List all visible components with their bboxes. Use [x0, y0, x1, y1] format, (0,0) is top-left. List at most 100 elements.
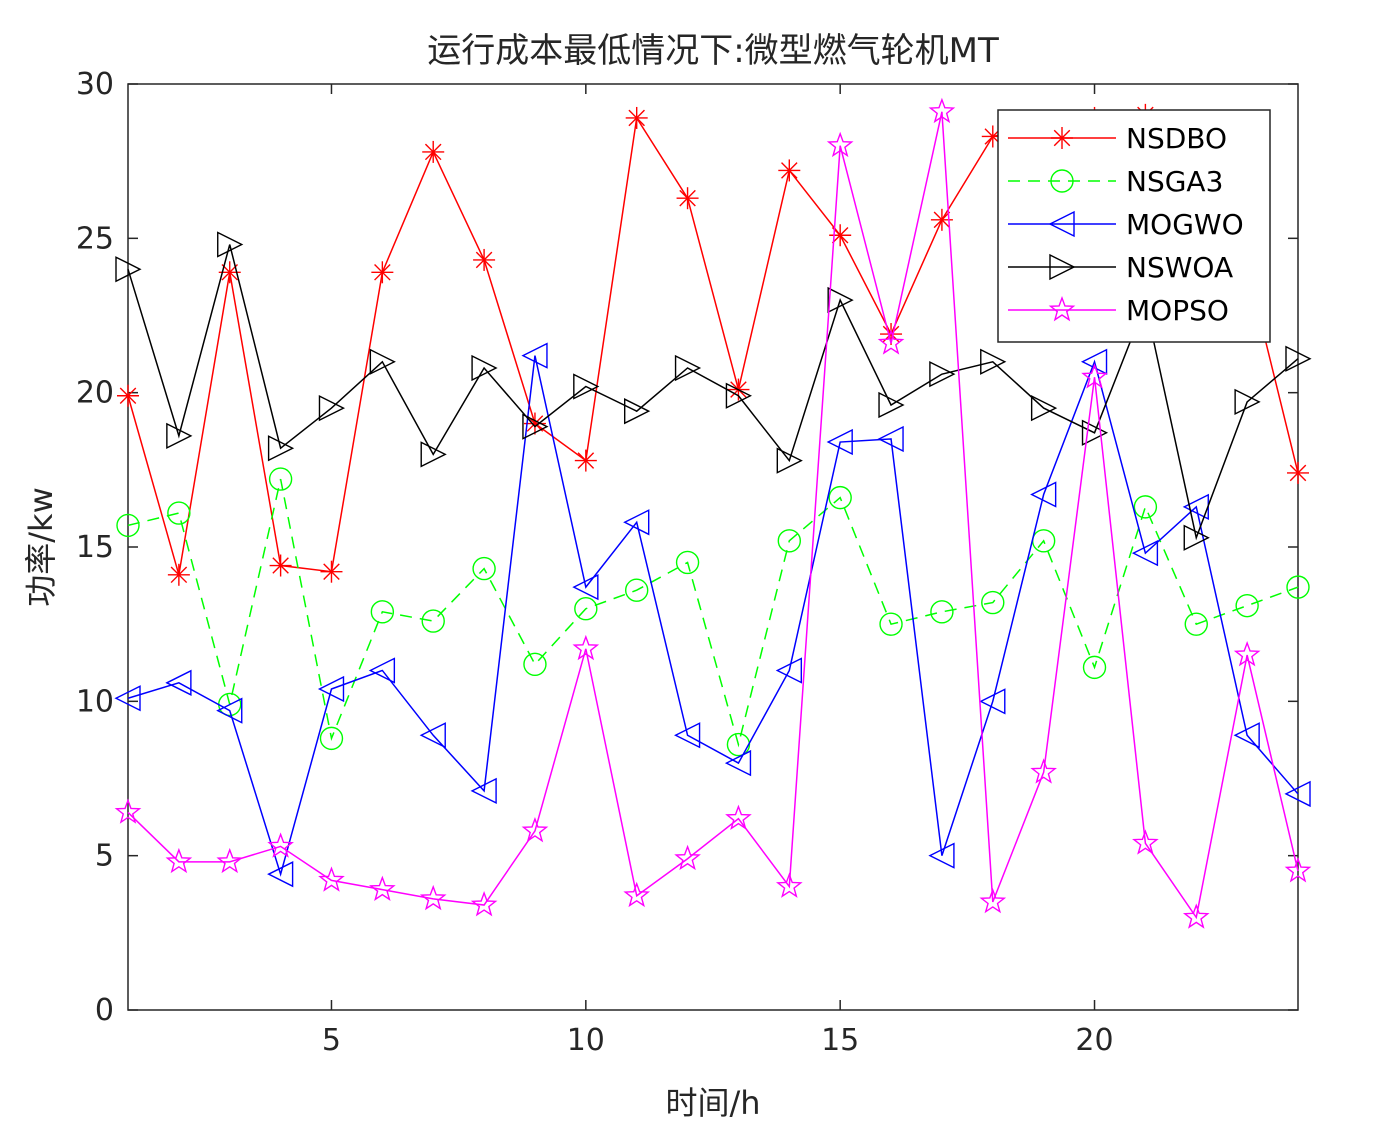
x-tick-label: 20: [1075, 1023, 1113, 1058]
data-point: [573, 373, 600, 400]
data-point: [420, 441, 447, 468]
data-point: [623, 881, 651, 908]
data-point: [1284, 857, 1312, 883]
data-point: [269, 554, 292, 577]
data-point: [116, 513, 140, 538]
legend-item-mogwo: MOGWO: [1008, 208, 1244, 241]
y-tick-label: 0: [95, 993, 114, 1028]
data-point: [1235, 593, 1259, 618]
data-point: [267, 435, 295, 462]
y-tick-label: 20: [76, 376, 114, 411]
data-point: [829, 224, 852, 247]
data-point: [1030, 394, 1058, 422]
series-line-mogwo: [127, 355, 1299, 877]
data-point: [318, 394, 346, 422]
data-point: [1234, 388, 1261, 416]
data-point: [878, 391, 905, 419]
data-point: [624, 578, 649, 602]
data-point: [675, 550, 700, 575]
data-point: [1030, 758, 1057, 784]
data-point: [1081, 363, 1108, 389]
data-point: [419, 722, 446, 749]
data-point: [879, 612, 903, 636]
data-point: [115, 256, 142, 283]
data-point: [1082, 655, 1107, 680]
series-line-mopso: [127, 111, 1299, 920]
data-point: [574, 449, 597, 472]
data-point: [371, 261, 394, 284]
series-line-nswoa: [127, 244, 1299, 541]
data-point: [370, 600, 395, 624]
y-axis-label: 功率/kw: [22, 487, 60, 607]
x-axis-label: 时间/h: [665, 1084, 760, 1122]
data-point: [826, 428, 853, 456]
data-point: [827, 286, 854, 314]
data-point: [522, 413, 549, 440]
data-point: [778, 159, 801, 182]
data-point: [421, 609, 445, 633]
data-point: [674, 844, 701, 871]
data-point: [979, 887, 1007, 914]
legend-marker: [1049, 253, 1076, 281]
data-point: [165, 669, 192, 696]
data-point: [217, 231, 244, 258]
data-point: [572, 573, 599, 601]
y-tick-label: 10: [76, 684, 114, 719]
chart-title: 运行成本最低情况下:微型燃气轮机MT: [427, 31, 999, 71]
data-point: [979, 688, 1006, 715]
legend-marker: [1048, 210, 1075, 238]
data-point: [472, 556, 496, 581]
data-point: [114, 798, 142, 824]
legend-item-nsdbo: NSDBO: [1008, 122, 1227, 155]
data-point: [725, 382, 753, 409]
series-mogwo: [114, 342, 1311, 888]
data-point: [267, 861, 294, 888]
data-point: [319, 726, 344, 751]
data-point: [775, 872, 803, 898]
data-point: [673, 722, 701, 749]
data-point: [470, 891, 498, 917]
y-tick-label: 25: [76, 221, 114, 256]
data-point: [1183, 524, 1210, 551]
data-point: [369, 875, 396, 901]
data-point: [470, 777, 497, 804]
data-point: [419, 884, 447, 911]
legend-marker: [1051, 127, 1073, 149]
data-point: [674, 354, 702, 382]
data-point: [877, 425, 904, 453]
data-point: [1132, 829, 1159, 855]
data-point: [928, 97, 956, 124]
data-point: [369, 348, 396, 375]
data-point: [623, 509, 650, 536]
data-point: [1030, 481, 1057, 508]
data-point: [114, 685, 141, 712]
data-point: [877, 329, 905, 355]
data-point: [1131, 540, 1159, 567]
data-point: [268, 467, 293, 491]
legend-box: [997, 109, 1271, 343]
data-point: [776, 447, 803, 474]
y-tick-label: 30: [76, 67, 114, 102]
legend-item-nsga3: NSGA3: [1008, 165, 1223, 198]
data-point: [521, 816, 549, 843]
x-tick-label: 10: [567, 1023, 605, 1058]
series-line-nsga3: [127, 478, 1299, 748]
data-point: [1184, 612, 1208, 636]
data-point: [318, 866, 345, 892]
data-point: [574, 597, 598, 621]
data-point: [216, 847, 244, 874]
data-point: [167, 563, 190, 586]
data-point: [1286, 575, 1310, 599]
data-point: [165, 847, 193, 874]
data-point: [317, 675, 345, 703]
data-point: [928, 842, 955, 869]
data-point: [981, 590, 1005, 615]
data-point: [826, 131, 854, 158]
legend-label: MOGWO: [1126, 208, 1244, 241]
data-point: [775, 657, 803, 684]
data-point: [676, 187, 699, 210]
x-tick-label: 15: [821, 1023, 859, 1058]
axis-ticks: 5 10 15 20 0 5 10 15 20 25 30: [76, 67, 1298, 1058]
legend-label: NSGA3: [1126, 165, 1223, 198]
